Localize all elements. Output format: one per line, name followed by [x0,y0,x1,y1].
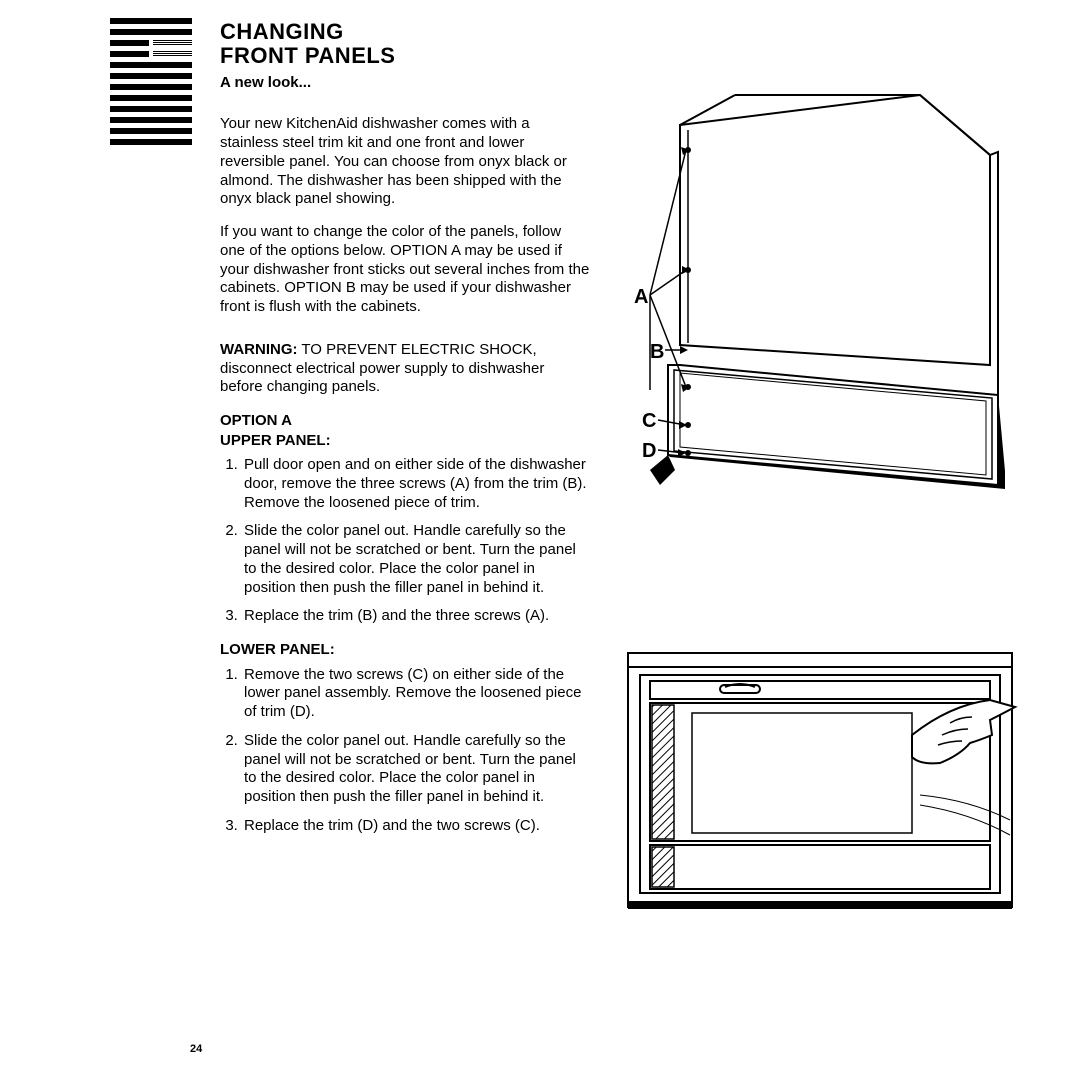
warning-paragraph: WARNING: TO PREVENT ELECTRIC SHOCK, disc… [220,341,590,397]
label-a: A [634,286,648,308]
list-item: Remove the two screws (C) on either side… [242,666,590,722]
main-heading: CHANGING FRONT PANELS [220,20,590,68]
diagram-top: A B C D [620,75,1020,505]
diagram-column: A B C D [620,20,1020,1065]
label-c: C [642,410,656,432]
intro-paragraph-1: Your new KitchenAid dishwasher comes wit… [220,115,590,209]
subtitle: A new look... [220,74,590,91]
option-a-heading: OPTION A UPPER PANEL: [220,411,590,450]
text-column: CHANGING FRONT PANELS A new look... Your… [220,20,590,1065]
page-number: 24 [190,1043,202,1055]
diagram-bottom [620,645,1020,925]
section-marker [110,18,192,150]
lower-panel-heading: LOWER PANEL: [220,640,590,660]
list-item: Slide the color panel out. Handle carefu… [242,732,590,807]
list-item: Slide the color panel out. Handle carefu… [242,522,590,597]
intro-paragraph-2: If you want to change the color of the p… [220,223,590,317]
list-item: Replace the trim (B) and the three screw… [242,607,590,626]
list-item: Replace the trim (D) and the two screws … [242,817,590,836]
list-item: Pull door open and on either side of the… [242,456,590,512]
warning-label: WARNING: [220,341,298,358]
lower-panel-steps: Remove the two screws (C) on either side… [220,666,590,836]
upper-panel-steps: Pull door open and on either side of the… [220,456,590,626]
label-d: D [642,440,656,462]
label-b: B [650,341,664,363]
